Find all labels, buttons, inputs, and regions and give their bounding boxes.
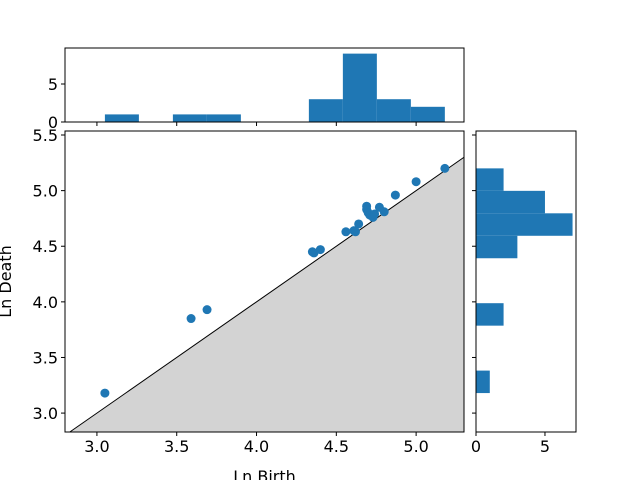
x-tick-label: 4.0: [244, 437, 269, 456]
hist-bar: [476, 168, 504, 191]
y-tick-label: 5.0: [33, 182, 58, 201]
point: [354, 219, 364, 229]
point: [379, 207, 389, 217]
point: [440, 163, 450, 173]
hist-bar: [476, 303, 504, 326]
diagonal-line: [69, 156, 465, 433]
hist-bar: [476, 235, 518, 259]
point: [341, 227, 351, 237]
hist-bar: [476, 370, 490, 394]
x-axis-label: Ln Birth: [233, 467, 296, 480]
axes-frame: [475, 130, 577, 433]
point: [315, 245, 325, 255]
hist-bar: [308, 99, 343, 122]
x-tick-label: 4.5: [324, 437, 349, 456]
hist-bar: [476, 190, 545, 214]
y-tick-label: 4.5: [33, 237, 58, 256]
hist-bar: [104, 114, 139, 122]
point: [411, 177, 421, 187]
hist-bar: [172, 114, 207, 122]
y-tick-label: 0: [48, 113, 58, 132]
point: [370, 209, 380, 219]
point: [186, 314, 196, 324]
axes-frame: [64, 47, 465, 123]
x-tick-label: 3.0: [84, 437, 109, 456]
x-tick-label: 5.0: [403, 437, 428, 456]
y-tick-label: 4.0: [33, 293, 58, 312]
y-axis-label: Ln Death: [0, 245, 15, 318]
y-tick-label: 3.5: [33, 348, 58, 367]
hist-bar: [342, 53, 377, 122]
point: [100, 388, 110, 398]
x-tick-label: 0: [471, 437, 481, 456]
point: [390, 190, 400, 200]
x-tick-label: 5: [540, 437, 550, 456]
point: [202, 305, 212, 315]
y-tick-label: 5: [48, 75, 58, 94]
hist-bar: [410, 106, 445, 122]
hist-bar: [476, 213, 573, 236]
hist-bar: [206, 114, 241, 122]
y-tick-label: 3.0: [33, 404, 58, 423]
point: [350, 227, 360, 237]
y-tick-label: 5.5: [33, 126, 58, 145]
x-tick-label: 3.5: [164, 437, 189, 456]
hist-bar: [376, 99, 411, 122]
axes-frame: [64, 130, 465, 433]
